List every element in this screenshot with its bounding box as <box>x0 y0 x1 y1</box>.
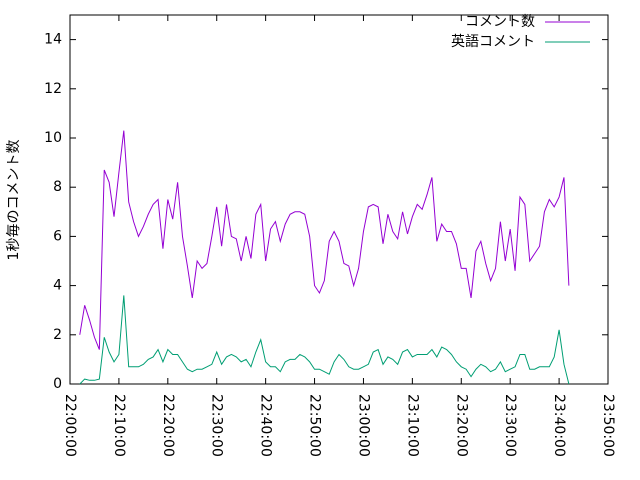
y-tick-label: 2 <box>53 327 62 343</box>
x-tick-label: 22:30:00 <box>209 394 225 457</box>
x-tick-label: 23:40:00 <box>551 394 567 457</box>
x-tick-label: 23:30:00 <box>502 394 518 457</box>
series-line <box>79 295 570 385</box>
y-tick-label: 6 <box>53 228 62 244</box>
series-line <box>79 130 570 350</box>
legend-label: コメント数 <box>465 14 535 30</box>
x-tick-label: 22:20:00 <box>160 394 176 457</box>
x-tick-label: 23:10:00 <box>404 394 420 457</box>
legend-label: 英語コメント <box>451 33 535 50</box>
x-tick-label: 22:50:00 <box>307 394 323 457</box>
y-axis-label: 1秒毎のコメント数 <box>6 140 22 261</box>
plot-border <box>69 14 609 385</box>
y-tick-label: 10 <box>44 130 62 146</box>
x-tick-label: 22:40:00 <box>258 394 274 457</box>
y-tick-label: 12 <box>44 81 62 97</box>
x-tick-label: 23:50:00 <box>600 394 616 457</box>
x-tick-label: 23:00:00 <box>355 394 371 457</box>
x-tick-label: 23:20:00 <box>453 394 469 457</box>
x-tick-label: 22:10:00 <box>111 394 127 457</box>
y-tick-label: 14 <box>44 32 62 48</box>
y-tick-label: 8 <box>53 179 62 195</box>
y-tick-label: 4 <box>53 278 62 294</box>
x-tick-label: 22:00:00 <box>62 394 78 457</box>
y-tick-label: 0 <box>53 376 62 392</box>
